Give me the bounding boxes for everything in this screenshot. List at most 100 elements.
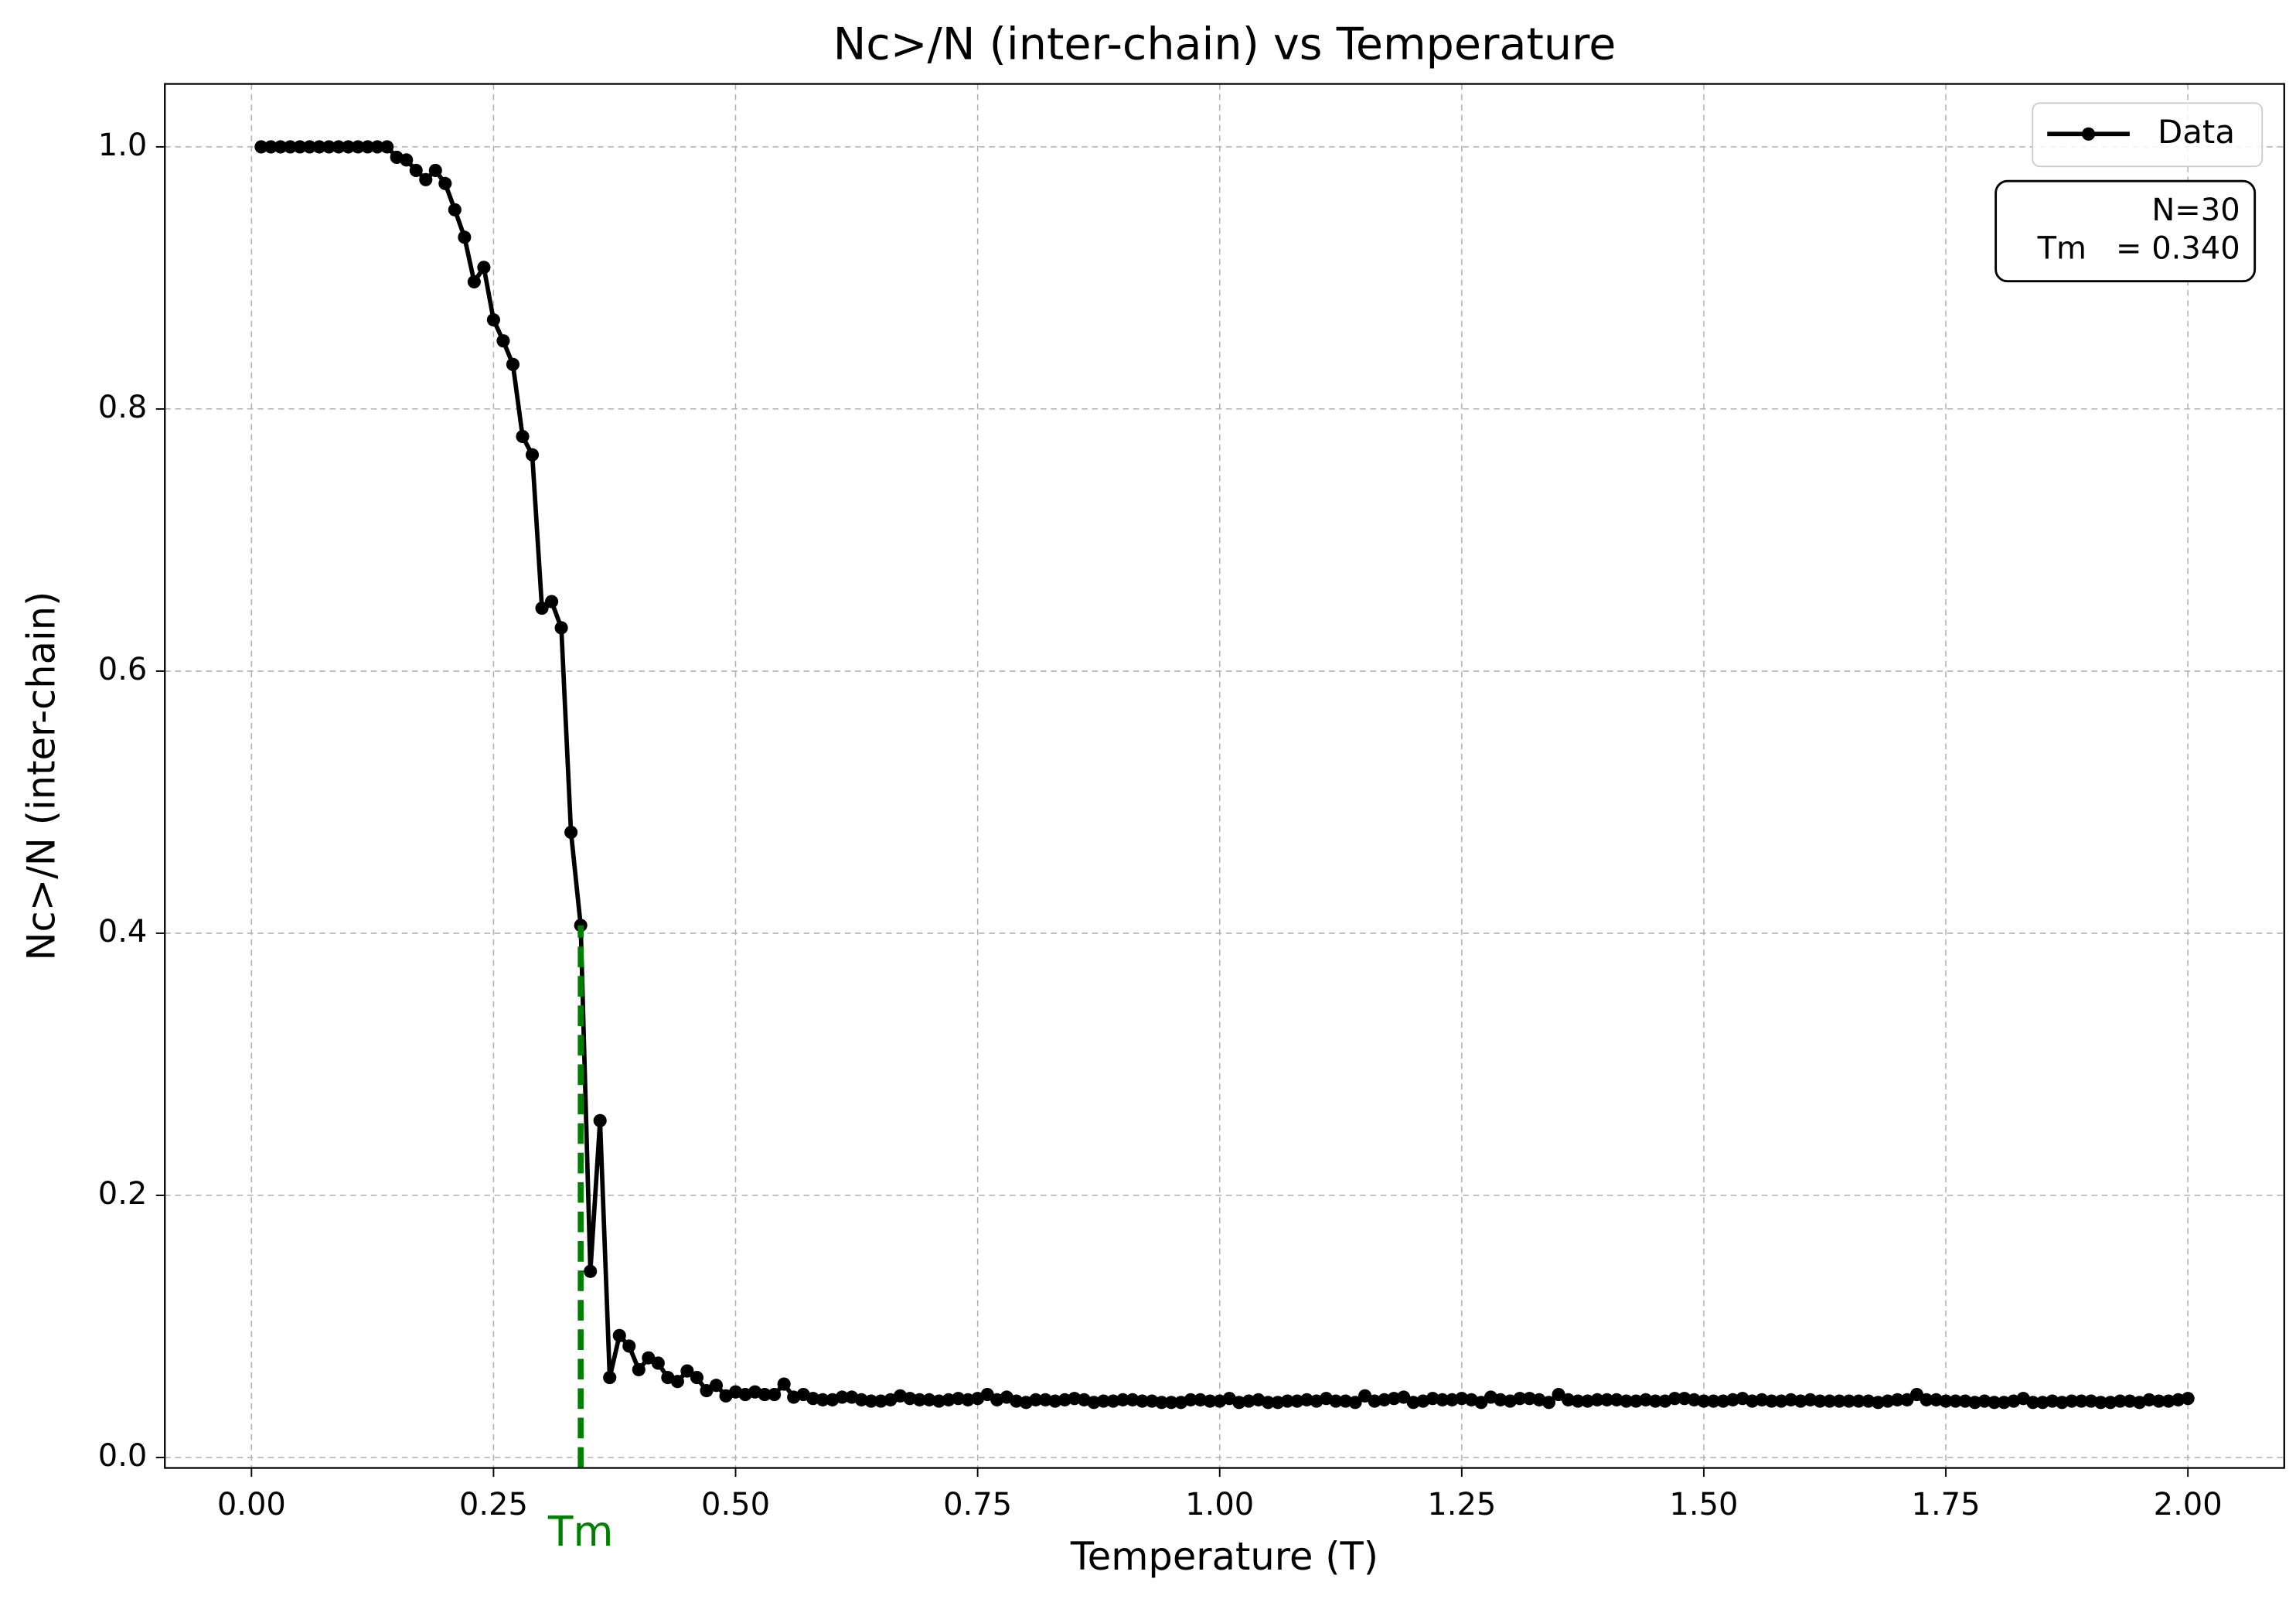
- data-point: [486, 313, 500, 327]
- data-point: [351, 140, 365, 154]
- data-point: [680, 1364, 694, 1378]
- data-point: [1958, 1394, 1972, 1408]
- data-point: [274, 140, 288, 154]
- data-point: [1988, 1396, 2001, 1410]
- data-point: [1242, 1394, 1255, 1408]
- data-point: [1890, 1393, 1904, 1406]
- x-tick-label: 2.00: [2154, 1487, 2223, 1522]
- data-point: [584, 1264, 598, 1278]
- data-point: [1871, 1396, 1885, 1410]
- data-point: [816, 1393, 829, 1406]
- x-tick-label: 1.50: [1669, 1487, 1738, 1522]
- data-point: [1900, 1393, 1914, 1406]
- chart-title: Nc>/N (inter-chain) vs Temperature: [833, 19, 1616, 70]
- data-point: [854, 1393, 868, 1406]
- data-point: [1445, 1393, 1459, 1406]
- data-point: [2055, 1396, 2069, 1410]
- annotation-text: N=30: [2151, 193, 2240, 228]
- data-point: [1522, 1392, 1537, 1406]
- data-point: [1881, 1394, 1895, 1408]
- data-point: [777, 1377, 791, 1391]
- y-tick-label: 0.2: [98, 1176, 148, 1212]
- data-point: [332, 140, 346, 154]
- data-point: [1436, 1393, 1449, 1406]
- data-point: [1552, 1388, 1565, 1402]
- data-point: [2142, 1393, 2156, 1406]
- data-point: [1581, 1394, 1595, 1408]
- data-point: [1997, 1396, 2011, 1410]
- data-point: [1851, 1394, 1865, 1408]
- data-point: [370, 140, 384, 154]
- data-point: [1939, 1394, 1953, 1408]
- data-point: [409, 163, 423, 177]
- data-point: [1716, 1394, 1730, 1408]
- data-point: [283, 140, 297, 154]
- data-point: [564, 825, 578, 839]
- data-point: [593, 1113, 607, 1127]
- data-point: [903, 1392, 917, 1406]
- data-point: [1155, 1396, 1169, 1410]
- data-point: [2035, 1396, 2049, 1410]
- data-point: [312, 140, 326, 154]
- data-point: [1494, 1393, 1507, 1406]
- data-point: [1629, 1394, 1643, 1408]
- data-point: [2123, 1394, 2137, 1408]
- data-point: [603, 1370, 617, 1385]
- data-point: [1068, 1392, 1082, 1406]
- data-point: [428, 163, 442, 177]
- data-point: [322, 140, 336, 154]
- data-point: [1096, 1394, 1111, 1408]
- data-point: [1348, 1396, 1362, 1410]
- data-point: [1135, 1394, 1150, 1408]
- data-point: [1832, 1394, 1846, 1408]
- data-point: [1203, 1394, 1217, 1408]
- data-point: [1184, 1393, 1197, 1406]
- data-point: [806, 1392, 820, 1406]
- data-point: [2104, 1396, 2117, 1410]
- data-point: [1842, 1394, 1856, 1408]
- y-tick-label: 0.0: [98, 1438, 148, 1474]
- data-point: [1145, 1394, 1159, 1408]
- data-point: [1968, 1396, 1982, 1410]
- data-point: [1784, 1393, 1798, 1406]
- data-point: [612, 1328, 626, 1342]
- data-point: [980, 1388, 994, 1402]
- data-point: [264, 140, 278, 154]
- data-point: [835, 1390, 849, 1404]
- x-tick-label: 0.75: [943, 1487, 1012, 1522]
- data-point: [2046, 1394, 2059, 1408]
- tm-label: Tm: [547, 1508, 613, 1556]
- data-point: [419, 172, 433, 186]
- data-point: [1378, 1393, 1392, 1406]
- data-point: [1164, 1396, 1178, 1410]
- data-point: [1667, 1392, 1681, 1406]
- y-tick-label: 0.8: [98, 390, 148, 425]
- data-point: [1929, 1393, 1943, 1406]
- data-point: [632, 1362, 646, 1376]
- data-point: [525, 448, 540, 462]
- data-point: [1368, 1394, 1381, 1408]
- data-point: [1455, 1392, 1469, 1406]
- data-point: [1261, 1396, 1275, 1410]
- data-point: [1697, 1394, 1711, 1408]
- data-point: [1706, 1394, 1721, 1408]
- data-point: [1620, 1394, 1633, 1408]
- data-point: [690, 1370, 704, 1385]
- data-point: [545, 595, 559, 609]
- data-point: [1271, 1396, 1285, 1410]
- data-point: [1678, 1392, 1691, 1406]
- data-point: [1541, 1396, 1556, 1410]
- data-point: [1232, 1396, 1246, 1410]
- data-point: [2084, 1394, 2098, 1408]
- data-point: [1290, 1394, 1304, 1408]
- data-point: [467, 274, 481, 289]
- data-point: [1106, 1394, 1120, 1408]
- data-point: [1725, 1393, 1740, 1406]
- data-point: [458, 230, 472, 244]
- x-tick-label: 1.75: [1912, 1487, 1981, 1522]
- x-tick-label: 0.00: [217, 1487, 286, 1522]
- y-tick-label: 0.6: [98, 652, 148, 687]
- x-tick-label: 1.00: [1185, 1487, 1254, 1522]
- data-point: [1813, 1394, 1827, 1408]
